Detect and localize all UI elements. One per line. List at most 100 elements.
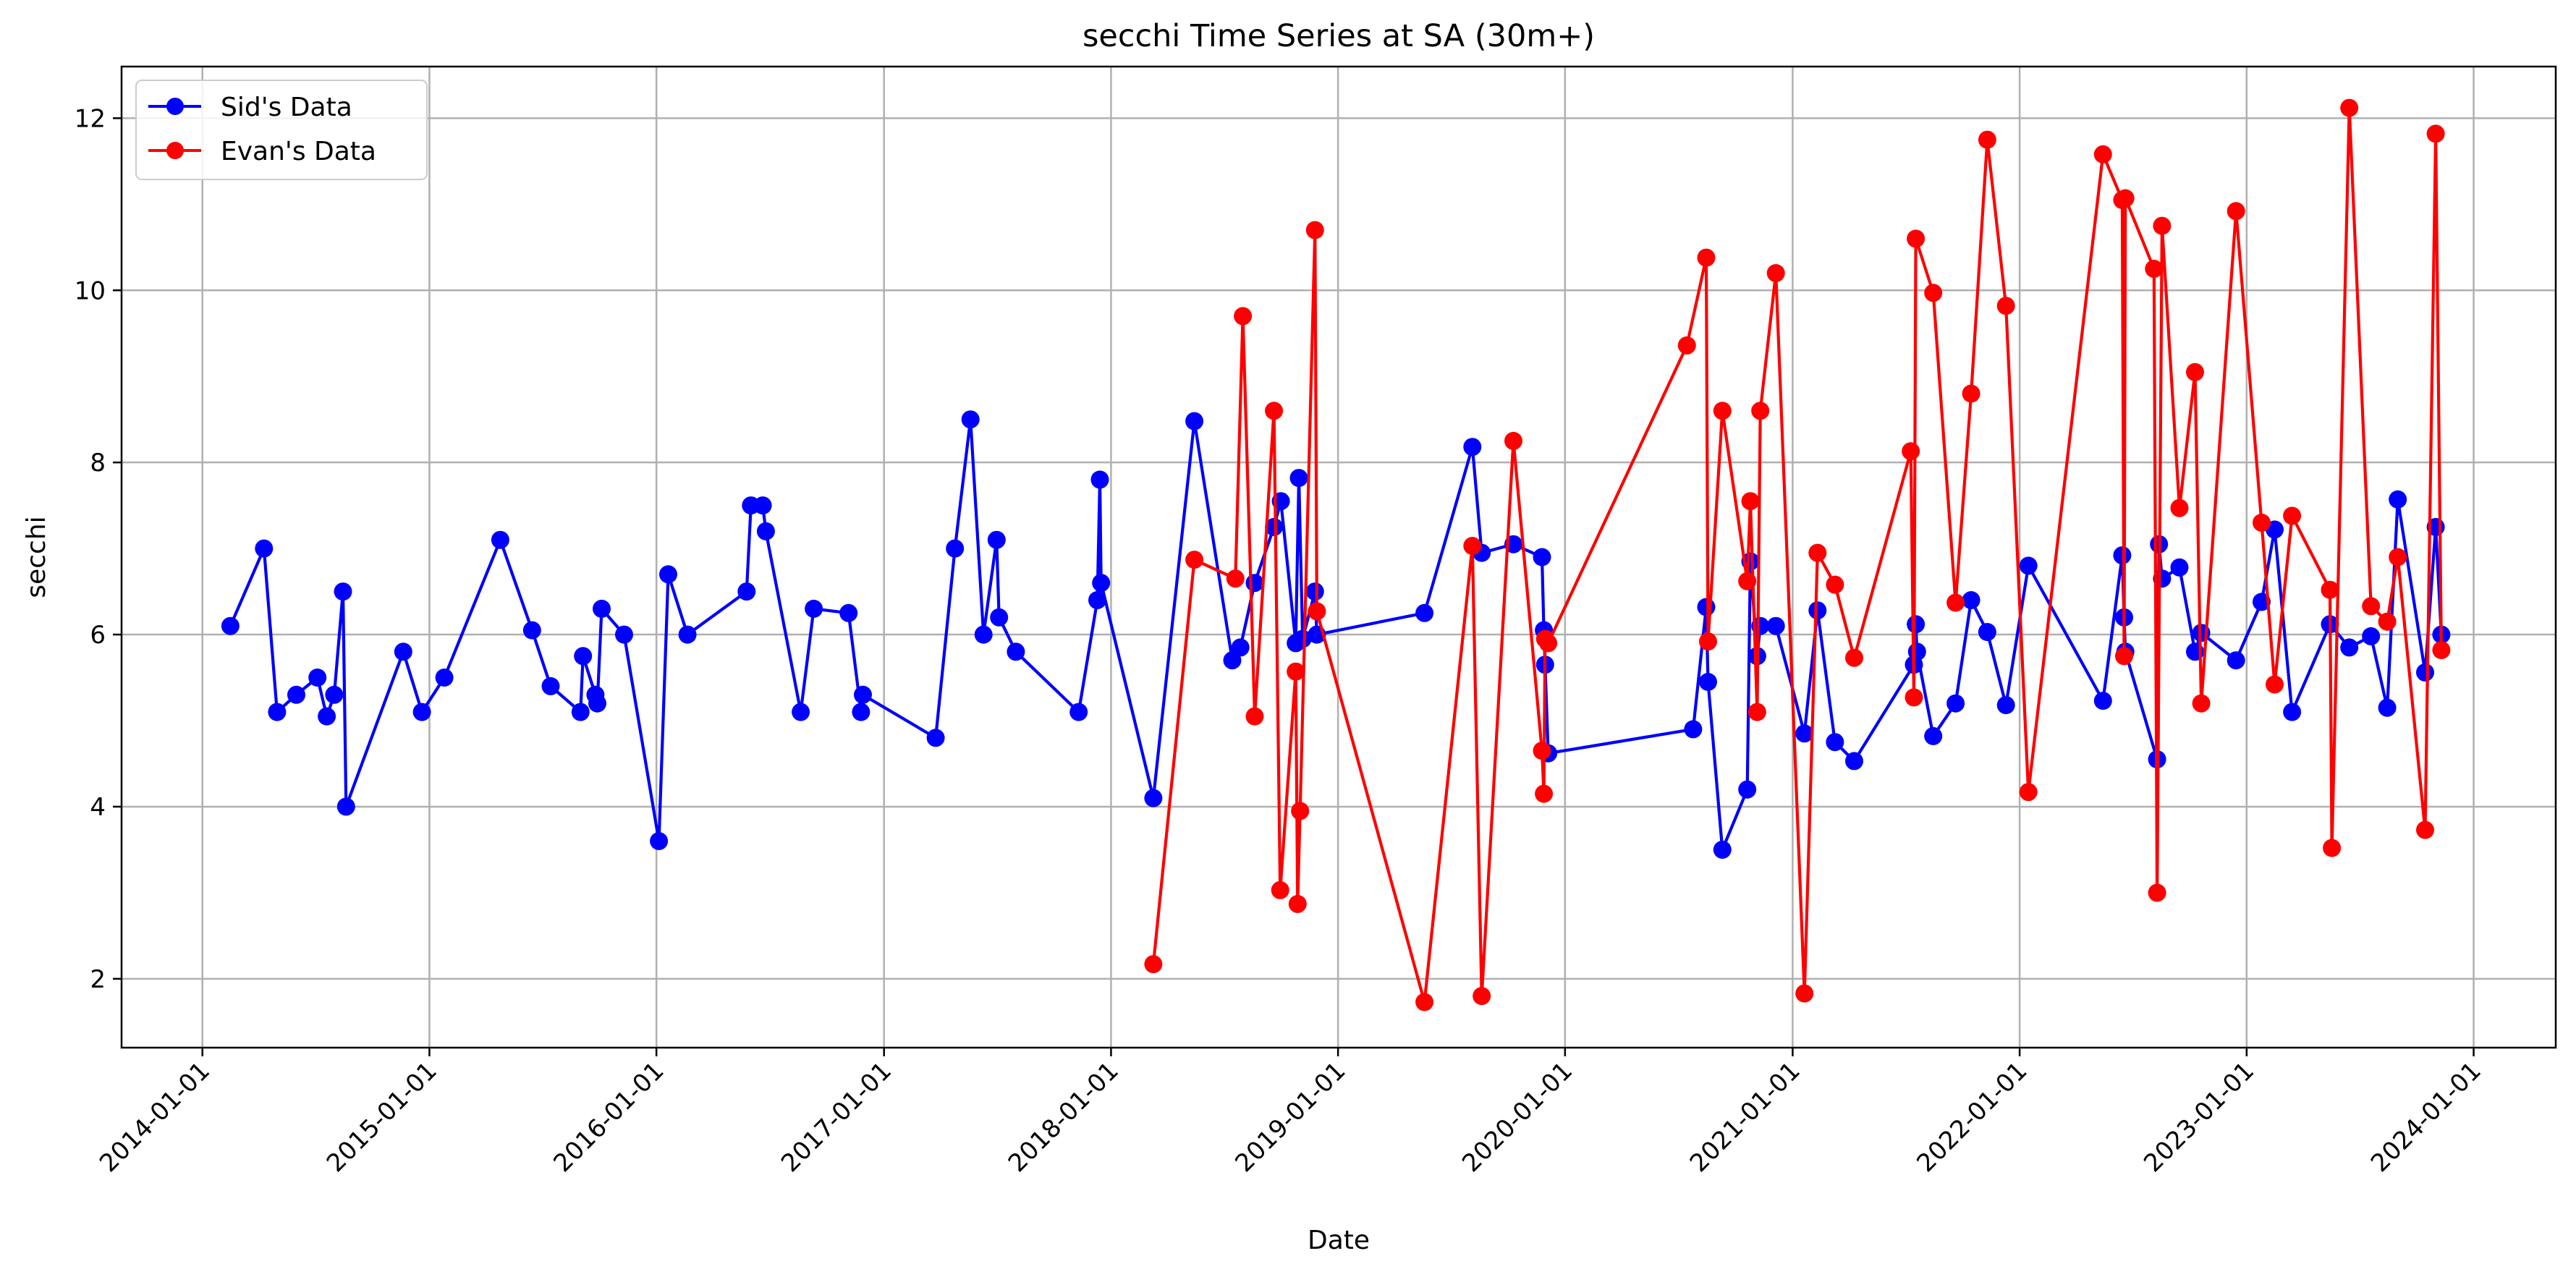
data-point-evan-s-data [2093,145,2112,164]
data-point-sid-s-data [2362,627,2381,645]
data-point-evan-s-data [1907,229,1925,248]
data-point-sid-s-data [852,703,870,721]
data-point-evan-s-data [2432,641,2451,659]
data-point-evan-s-data [1287,662,1305,681]
legend-box [135,80,428,180]
data-point-evan-s-data [2019,783,2038,802]
data-point-evan-s-data [2362,597,2381,616]
data-point-sid-s-data [1245,574,1264,593]
data-point-sid-s-data [287,685,305,704]
data-point-evan-s-data [2170,499,2189,517]
data-point-sid-s-data [522,621,541,640]
data-point-sid-s-data [2170,558,2189,577]
data-point-evan-s-data [2340,98,2359,117]
data-point-sid-s-data [394,642,412,661]
data-point-evan-s-data [1795,984,1814,1003]
data-point-sid-s-data [1808,601,1827,620]
data-point-evan-s-data [1845,648,1863,667]
data-point-sid-s-data [1907,642,1926,661]
data-point-sid-s-data [2389,490,2407,509]
data-point-sid-s-data [1907,615,1925,634]
data-point-evan-s-data [2323,839,2342,857]
data-point-sid-s-data [1007,642,1025,661]
data-point-evan-s-data [2389,548,2407,567]
chart-title: secchi Time Series at SA (30m+) [1082,18,1595,54]
data-point-evan-s-data [1185,551,1204,569]
data-point-evan-s-data [1808,543,1827,562]
data-point-sid-s-data [268,703,287,721]
data-point-evan-s-data [1305,221,1324,239]
data-point-sid-s-data [2153,569,2172,588]
data-point-sid-s-data [1826,733,1844,752]
data-point-sid-s-data [1766,616,1785,635]
data-point-evan-s-data [2426,124,2445,143]
data-point-evan-s-data [2116,189,2135,208]
data-point-sid-s-data [1293,629,1312,648]
data-point-evan-s-data [1902,442,1920,461]
data-point-evan-s-data [1962,384,1980,403]
data-point-sid-s-data [1090,470,1109,489]
data-point-evan-s-data [2416,820,2434,839]
data-point-evan-s-data [2148,883,2166,902]
data-point-evan-s-data [2153,216,2172,235]
data-point-sid-s-data [974,625,993,644]
data-point-evan-s-data [1713,402,1732,420]
data-point-sid-s-data [308,669,327,687]
data-point-sid-s-data [1962,591,1980,609]
data-point-evan-s-data [2266,675,2284,694]
y-tick-label: 8 [90,449,106,478]
data-point-sid-s-data [961,410,980,429]
data-point-sid-s-data [805,599,823,618]
data-point-evan-s-data [1946,593,1965,612]
data-point-evan-s-data [1265,402,1284,420]
data-point-evan-s-data [2378,612,2397,631]
grid [122,67,2556,1048]
data-point-evan-s-data [1905,688,1923,707]
data-point-sid-s-data [1845,752,1863,771]
data-point-sid-s-data [659,565,677,584]
legend: Sid's Data Evan's Data [135,80,428,180]
data-point-sid-s-data [255,539,274,558]
data-point-evan-s-data [1226,569,1245,588]
legend-label-sids-data: Sid's Data [221,93,352,122]
series-layer [221,98,2451,1011]
data-point-sid-s-data [593,599,611,618]
data-point-sid-s-data [1924,726,1943,745]
data-point-evan-s-data [1699,632,1717,651]
data-point-evan-s-data [1271,881,1289,899]
data-point-evan-s-data [2186,362,2204,381]
data-point-evan-s-data [2192,694,2211,713]
data-point-sid-s-data [435,669,454,687]
data-point-sid-s-data [541,676,560,695]
data-point-evan-s-data [2145,260,2164,278]
data-point-sid-s-data [615,625,633,644]
y-tick-label: 10 [75,276,106,305]
data-point-evan-s-data [1924,284,1943,302]
data-point-sid-s-data [1305,582,1324,601]
data-point-evan-s-data [1766,264,1785,282]
data-point-evan-s-data [1996,297,2015,315]
data-point-evan-s-data [1288,894,1307,913]
data-point-sid-s-data [1144,789,1163,807]
data-point-sid-s-data [1088,591,1106,609]
data-point-sid-s-data [1092,574,1111,593]
data-point-sid-s-data [2416,663,2434,682]
data-point-sid-s-data [1463,438,1482,457]
data-point-sid-s-data [737,582,756,601]
data-point-sid-s-data [412,703,431,721]
data-point-sid-s-data [491,530,509,549]
data-point-sid-s-data [1684,720,1703,739]
data-point-sid-s-data [2283,703,2302,721]
data-point-sid-s-data [946,539,965,558]
data-point-sid-s-data [1069,703,1088,721]
data-point-sid-s-data [336,797,355,816]
data-point-sid-s-data [678,625,697,644]
y-tick-label: 12 [75,104,106,133]
data-point-evan-s-data [2115,647,2133,666]
data-point-sid-s-data [221,616,240,635]
data-point-sid-s-data [1415,603,1434,622]
data-point-evan-s-data [1504,431,1522,450]
data-point-evan-s-data [1535,784,1554,803]
data-point-sid-s-data [756,522,775,540]
